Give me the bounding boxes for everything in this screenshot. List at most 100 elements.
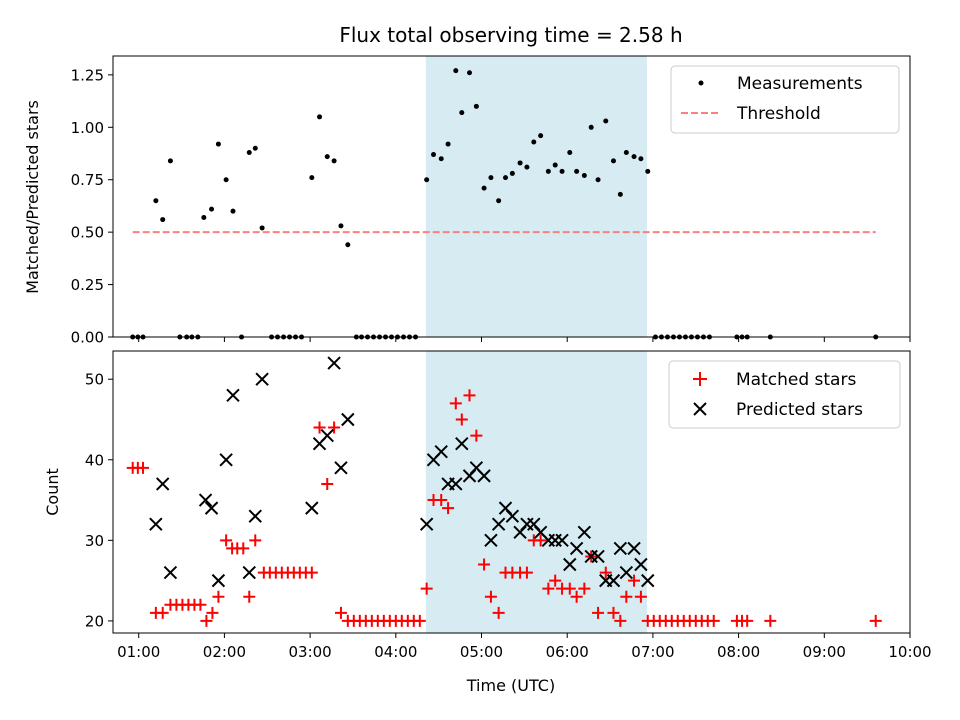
bottom-panel-y-ticks: 20 30 40 50 [85, 371, 113, 630]
matched-stars-point [563, 582, 576, 595]
predicted-stars-point [219, 453, 233, 467]
predicted-stars-point [163, 565, 178, 580]
predicted-stars-point [320, 428, 334, 443]
top-panel-y-axis-label: Matched/Predicted stars [23, 100, 42, 294]
predicted-stars-point [641, 573, 655, 588]
measurement-point [638, 156, 644, 162]
matched-stars-point [599, 566, 612, 579]
predicted-stars-point [606, 573, 621, 588]
predicted-stars-point [242, 565, 256, 580]
measurement-point [623, 149, 629, 155]
matched-stars-point [243, 590, 256, 603]
measurement-point [230, 208, 236, 214]
matched-stars-point [321, 477, 334, 490]
matched-stars-point [455, 413, 468, 426]
matched-stars-point [764, 614, 777, 627]
predicted-stars-point [255, 372, 269, 386]
x-tick-label: 03:00 [288, 643, 331, 661]
measurement-point [581, 173, 587, 179]
bottom-panel-x-ticks: 01:00 02:00 03:00 04:00 05:00 06:00 07:00 08:00… [117, 633, 932, 661]
matched-stars-point [200, 614, 213, 627]
top-panel-marks [130, 68, 879, 340]
x-tick-label: 04:00 [374, 643, 417, 661]
y-tick-label: 30 [85, 532, 104, 550]
predicted-stars-point [305, 501, 319, 515]
top-panel-y-ticks: 0.00 0.25 0.50 0.75 1.00 1.25 [71, 66, 113, 347]
top-panel: 0.00 0.25 0.50 0.75 1.00 1.25 Flux total obse… [23, 23, 911, 347]
measurement-point [631, 154, 637, 160]
matched-stars-point [614, 614, 627, 627]
measurement-point [201, 214, 207, 220]
y-tick-label: 0.75 [71, 171, 104, 189]
measurement-point [588, 124, 594, 130]
predicted-stars-point [155, 477, 170, 491]
measurement-point [160, 217, 166, 223]
matched-stars-point [334, 606, 347, 619]
matched-stars-point [570, 590, 583, 603]
measurement-point [503, 175, 509, 181]
predicted-stars-point [627, 541, 641, 556]
measurement-point [309, 175, 315, 181]
x-tick-label: 09:00 [803, 643, 846, 661]
predicted-stars-point [591, 549, 605, 564]
matched-stars-point [212, 590, 225, 603]
matched-stars-point [484, 590, 497, 603]
measurement-point [252, 145, 258, 151]
matched-stars-point [707, 614, 720, 627]
measurement-point [545, 168, 551, 174]
measurement-point [538, 133, 544, 139]
top-panel-x-ticks [138, 337, 911, 342]
matched-stars-point [237, 542, 250, 555]
predicted-stars-point [149, 517, 163, 531]
measurement-point [453, 68, 459, 74]
matched-stars-point [206, 606, 219, 619]
predicted-stars-point [455, 436, 469, 451]
bottom-legend-matched-label: Matched stars [736, 370, 856, 390]
y-tick-label: 40 [85, 451, 104, 469]
x-tick-label: 05:00 [460, 643, 503, 661]
measurement-point [246, 149, 252, 155]
y-tick-label: 0.50 [71, 224, 104, 242]
predicted-stars-point [334, 461, 348, 475]
predicted-stars-point [569, 541, 584, 556]
measurement-point [603, 118, 609, 124]
x-tick-label: 10:00 [888, 643, 931, 661]
measurement-point [338, 223, 344, 229]
matched-stars-point [592, 606, 605, 619]
measurement-point [345, 242, 351, 248]
predicted-stars-point [619, 565, 634, 580]
bottom-legend-predicted-label: Predicted stars [736, 400, 863, 420]
bottom-panel-y-axis-label: Count [43, 468, 62, 516]
matched-stars-point [463, 389, 476, 402]
measurement-point [223, 177, 229, 183]
matched-stars-point [449, 397, 462, 410]
matched-stars-point [478, 558, 491, 571]
predicted-stars-point [555, 533, 569, 548]
measurement-point [438, 156, 444, 162]
matched-stars-point [620, 590, 633, 603]
matched-stars-point [492, 606, 505, 619]
measurement-point [215, 141, 221, 147]
predicted-stars-point [211, 573, 226, 588]
measurement-point [610, 158, 616, 164]
predicted-stars-point [434, 445, 448, 459]
measurement-point [424, 177, 430, 183]
measurement-point [209, 206, 215, 212]
measurement-point [645, 168, 651, 174]
measurement-point [167, 158, 173, 164]
predicted-stars-point [419, 517, 434, 531]
predicted-stars-point [477, 469, 491, 483]
matched-stars-point [313, 421, 326, 434]
matched-stars-point [435, 494, 448, 507]
bottom-panel: 01:00 02:00 03:00 04:00 05:00 06:00 07:00 08:00… [43, 350, 932, 695]
measurement-point [617, 191, 623, 197]
bottom-panel-marks [126, 356, 882, 627]
top-legend: Measurements Threshold [670, 65, 900, 134]
predicted-stars-point [248, 509, 262, 523]
y-tick-label: 20 [85, 612, 104, 630]
predicted-stars-point [491, 517, 506, 531]
matched-stars-point [520, 566, 533, 579]
measurement-point [324, 154, 330, 160]
matched-stars-point [328, 421, 341, 434]
